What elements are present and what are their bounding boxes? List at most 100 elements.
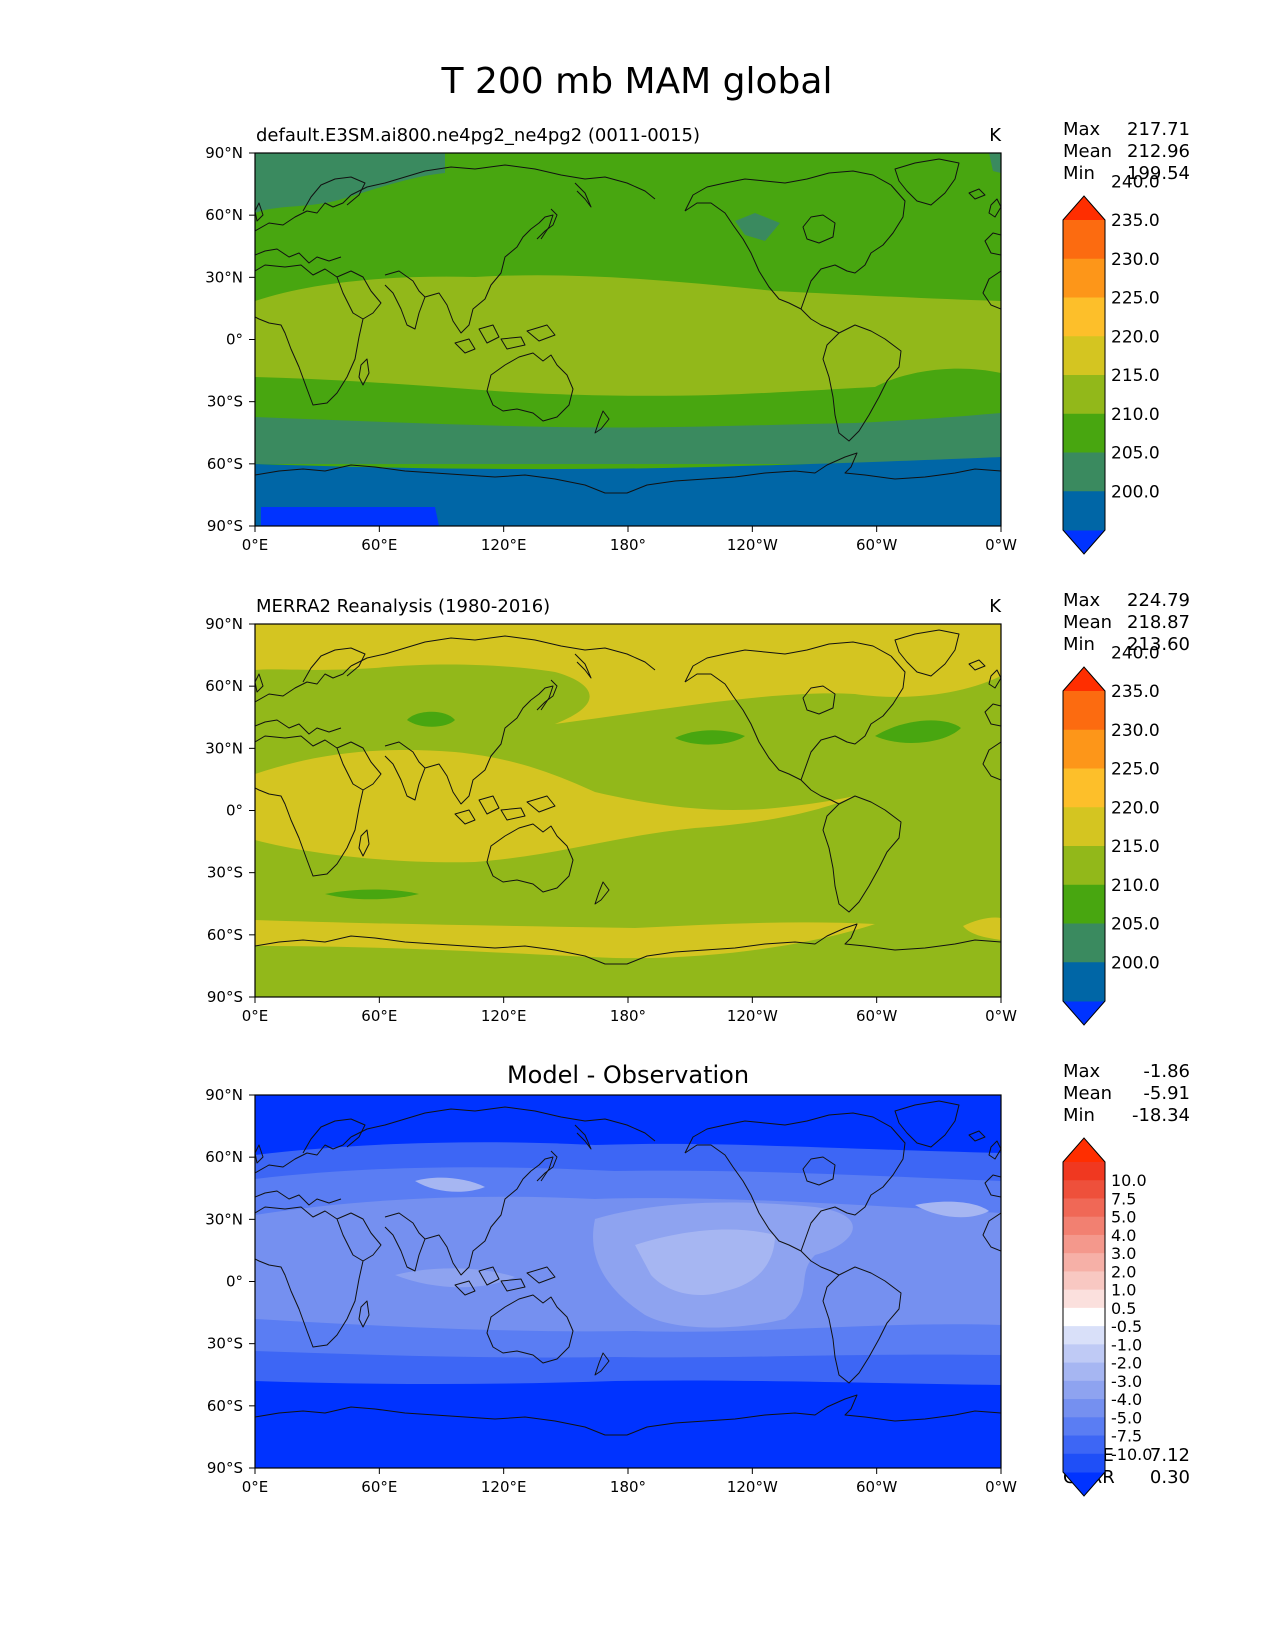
colorbar-tick-label: 200.0 — [1111, 953, 1160, 973]
colorbar-tick-label: -4.0 — [1111, 1390, 1142, 1409]
x-tick-label: 60°E — [361, 1007, 397, 1025]
colorbar-tick-label: 220.0 — [1111, 798, 1160, 818]
y-tick-label: 0° — [226, 1273, 243, 1291]
colorbar-swatch — [1063, 807, 1105, 847]
stat-label: Mean — [1063, 141, 1112, 162]
colorbar-tick-label: 240.0 — [1111, 172, 1160, 192]
stat-value: 218.87 — [1127, 612, 1190, 633]
stat-value: 0.30 — [1150, 1467, 1190, 1488]
stat-value: -5.91 — [1143, 1083, 1190, 1104]
colorbar-swatch — [1063, 923, 1105, 963]
colorbar-swatch — [1063, 1399, 1105, 1418]
x-tick-label: 180° — [610, 1007, 646, 1025]
x-tick-label: 60°W — [856, 1478, 898, 1496]
contour-region — [395, 1268, 515, 1288]
contour-region — [635, 1229, 775, 1296]
y-tick-label: 30°S — [207, 1335, 243, 1353]
x-tick-label: 120°E — [481, 1007, 527, 1025]
colorbar-tick-label: 210.0 — [1111, 876, 1160, 896]
x-tick-label: 180° — [610, 536, 646, 554]
x-tick-label: 180° — [610, 1478, 646, 1496]
y-tick-label: 30°N — [205, 268, 243, 286]
colorbar-tick-label: 240.0 — [1111, 643, 1160, 663]
colorbar-swatch — [1063, 1362, 1105, 1382]
colorbar-swatch — [1063, 1216, 1105, 1236]
y-tick-label: 90°S — [207, 517, 243, 535]
x-tick-label: 60°W — [856, 1007, 898, 1025]
colorbar-swatch — [1063, 1326, 1105, 1345]
colorbar-tick-label: -1.0 — [1111, 1335, 1142, 1354]
panel-title: MERRA2 Reanalysis (1980-2016) — [256, 596, 550, 617]
contour-region — [989, 153, 1001, 173]
colorbar-tick-label: 215.0 — [1111, 837, 1160, 857]
contour-region — [963, 917, 1001, 940]
map-field — [255, 153, 1001, 526]
colorbar-tick-label: 4.0 — [1111, 1226, 1136, 1245]
colorbar-tick-label: 230.0 — [1111, 250, 1160, 270]
stat-value: -18.34 — [1132, 1105, 1190, 1126]
x-tick-label: 120°W — [727, 1007, 778, 1025]
colorbar-tick-label: 225.0 — [1111, 760, 1160, 780]
colorbar-tick-label: 0.5 — [1111, 1299, 1136, 1318]
colorbar-tick-label: 205.0 — [1111, 444, 1160, 464]
x-tick-label: 0°E — [242, 536, 269, 554]
map-panel-1: 0°E 60°E 120°E 180° 120°W 60°W 0°W 90°N 60°N 30°N… — [205, 125, 1017, 554]
colorbar-tick-label: -2.0 — [1111, 1354, 1142, 1373]
contour-region — [407, 711, 455, 727]
contour-region — [875, 720, 961, 743]
x-tick-label: 120°E — [481, 536, 527, 554]
colorbar-tick-label: 2.0 — [1111, 1262, 1136, 1281]
contour-region — [255, 275, 1001, 396]
colorbar-swatch — [1063, 1380, 1105, 1400]
contour-region — [675, 730, 745, 745]
colorbar-tick-label: 1.0 — [1111, 1281, 1136, 1300]
colorbar-swatch — [1063, 336, 1105, 376]
stat-label: Mean — [1063, 612, 1112, 633]
y-tick-label: 90°N — [205, 615, 243, 633]
colorbar-swatch — [1063, 1453, 1105, 1473]
colorbar: 200.0 205.0 210.0 215.0 220.0 225.0 230.0 235.0… — [1062, 643, 1160, 1026]
colorbar-swatch — [1063, 768, 1105, 808]
colorbar-swatch — [1063, 1162, 1105, 1181]
colorbar-swatch — [1063, 729, 1105, 769]
stat-value: 212.96 — [1127, 141, 1190, 162]
colorbar-swatch — [1063, 1180, 1105, 1199]
contour-region — [255, 413, 1001, 464]
contour-region — [915, 1201, 989, 1218]
x-tick-label: 60°W — [856, 536, 898, 554]
colorbar-swatch — [1063, 884, 1105, 924]
colorbar-swatch — [1063, 1234, 1105, 1254]
colorbar-swatch — [1063, 1307, 1105, 1327]
colorbar-swatch — [1063, 491, 1105, 531]
colorbar-swatch — [1063, 1271, 1105, 1291]
colorbar-swatch — [1063, 1253, 1105, 1272]
stat-value: -1.86 — [1143, 1061, 1190, 1082]
units-label: K — [989, 596, 1002, 617]
y-tick-label: 60°N — [205, 206, 243, 224]
colorbar-tick-label: 7.5 — [1111, 1189, 1136, 1208]
contour-region — [255, 457, 1001, 526]
contour-region — [415, 1177, 485, 1192]
x-tick-label: 0°W — [985, 1007, 1017, 1025]
stat-value: 199.54 — [1127, 163, 1190, 184]
colorbar-extend-min — [1063, 1001, 1105, 1025]
y-tick-label: 90°N — [205, 1086, 243, 1104]
stat-label: Min — [1063, 1105, 1095, 1126]
stat-label: Max — [1063, 590, 1101, 611]
panel-title: Model - Observation — [507, 1061, 749, 1089]
y-tick-label: 30°N — [205, 1210, 243, 1228]
colorbar-swatch — [1063, 1289, 1105, 1309]
colorbar-tick-label: 210.0 — [1111, 405, 1160, 425]
figure-title: T 200 mb MAM global — [441, 61, 833, 102]
colorbar-swatch — [1063, 846, 1105, 886]
y-tick-label: 90°S — [207, 988, 243, 1006]
y-tick-label: 60°S — [207, 926, 243, 944]
map-field — [255, 624, 1001, 997]
colorbar-tick-label: 5.0 — [1111, 1208, 1136, 1227]
y-tick-label: 30°N — [205, 739, 243, 757]
colorbar-swatch — [1063, 1344, 1105, 1364]
colorbar-tick-label: 235.0 — [1111, 682, 1160, 702]
colorbar-tick-label: 205.0 — [1111, 915, 1160, 935]
colorbar-tick-label: 3.0 — [1111, 1244, 1136, 1263]
